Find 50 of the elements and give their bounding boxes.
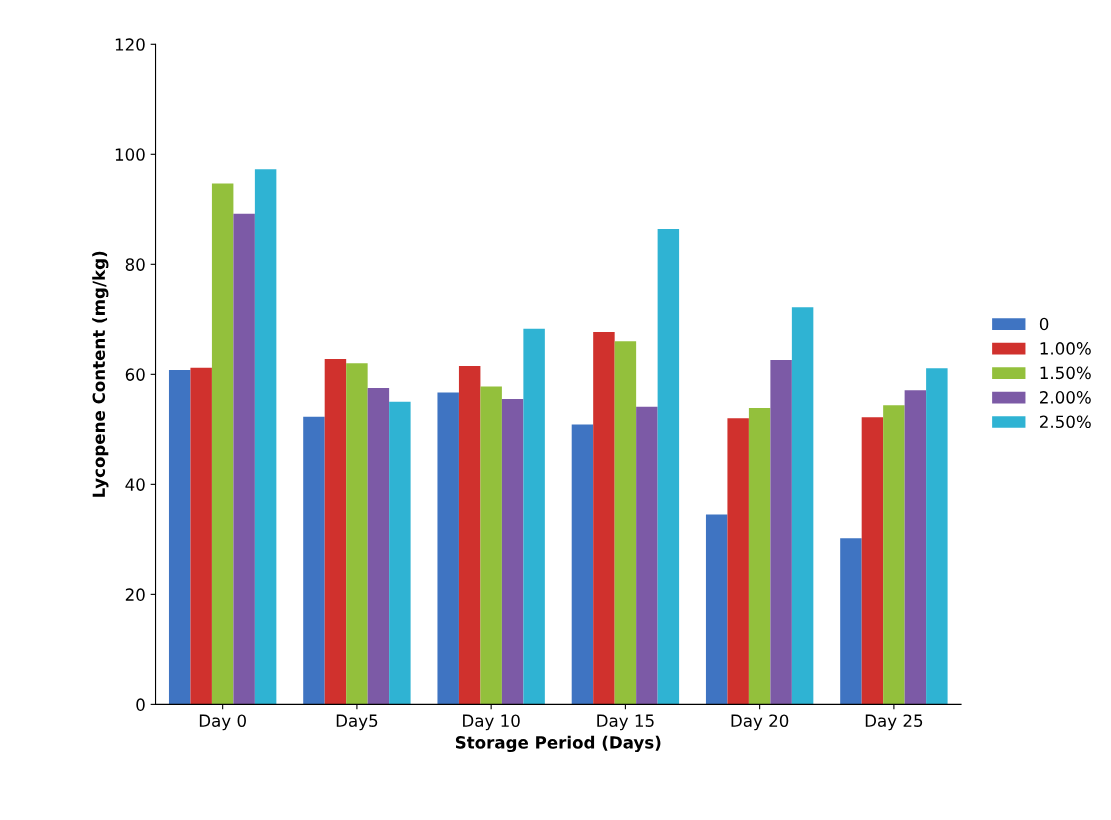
bar <box>523 328 545 705</box>
y-tick-label: 20 <box>125 588 145 601</box>
x-tick-label: Day 20 <box>731 714 789 731</box>
x-tick-label: Day 0 <box>199 714 246 731</box>
bar <box>904 390 927 705</box>
bar <box>571 424 594 705</box>
legend-label: 1.50% <box>1040 366 1091 380</box>
x-axis-title: Storage Period (Days) <box>455 735 661 753</box>
x-tick-label: Day 10 <box>463 714 520 731</box>
bar <box>705 514 728 705</box>
bar <box>211 183 234 705</box>
legend-label: 0 <box>1039 317 1049 331</box>
bar <box>437 392 459 705</box>
bar <box>346 363 368 705</box>
y-tick-label: 0 <box>136 698 145 711</box>
x-tick-label: Day5 <box>336 714 378 731</box>
bar <box>861 417 884 705</box>
legend-label: 1.00% <box>1040 342 1091 355</box>
bar <box>303 416 325 705</box>
bar <box>190 367 212 705</box>
bar <box>614 341 637 705</box>
bar <box>770 360 792 705</box>
bar <box>748 407 771 705</box>
bar <box>883 405 905 705</box>
bar <box>324 358 347 705</box>
y-tick-label: 40 <box>125 478 145 491</box>
x-tick-label: Day 15 <box>597 714 654 731</box>
bar <box>254 169 277 705</box>
bar <box>233 213 255 705</box>
bar <box>791 307 814 705</box>
bar <box>727 418 749 705</box>
bar <box>458 366 481 705</box>
x-tick-label: Day 25 <box>865 714 923 731</box>
bar <box>636 406 658 705</box>
bar <box>367 388 390 705</box>
bar <box>480 386 502 705</box>
bar <box>926 368 948 705</box>
bar <box>657 229 680 705</box>
y-axis-title: Lycopene Content (mg/kg) <box>92 251 109 497</box>
bar <box>593 331 615 705</box>
y-tick-label: 80 <box>125 258 145 271</box>
y-tick-label: 100 <box>115 148 145 161</box>
bar <box>501 399 524 705</box>
y-tick-label: 60 <box>125 368 145 381</box>
legend-label: 2.50% <box>1040 415 1091 429</box>
y-tick-label: 120 <box>115 38 145 51</box>
bar <box>389 401 411 705</box>
bar <box>168 369 191 705</box>
legend-label: 2.00% <box>1040 391 1091 404</box>
bar <box>840 538 862 705</box>
